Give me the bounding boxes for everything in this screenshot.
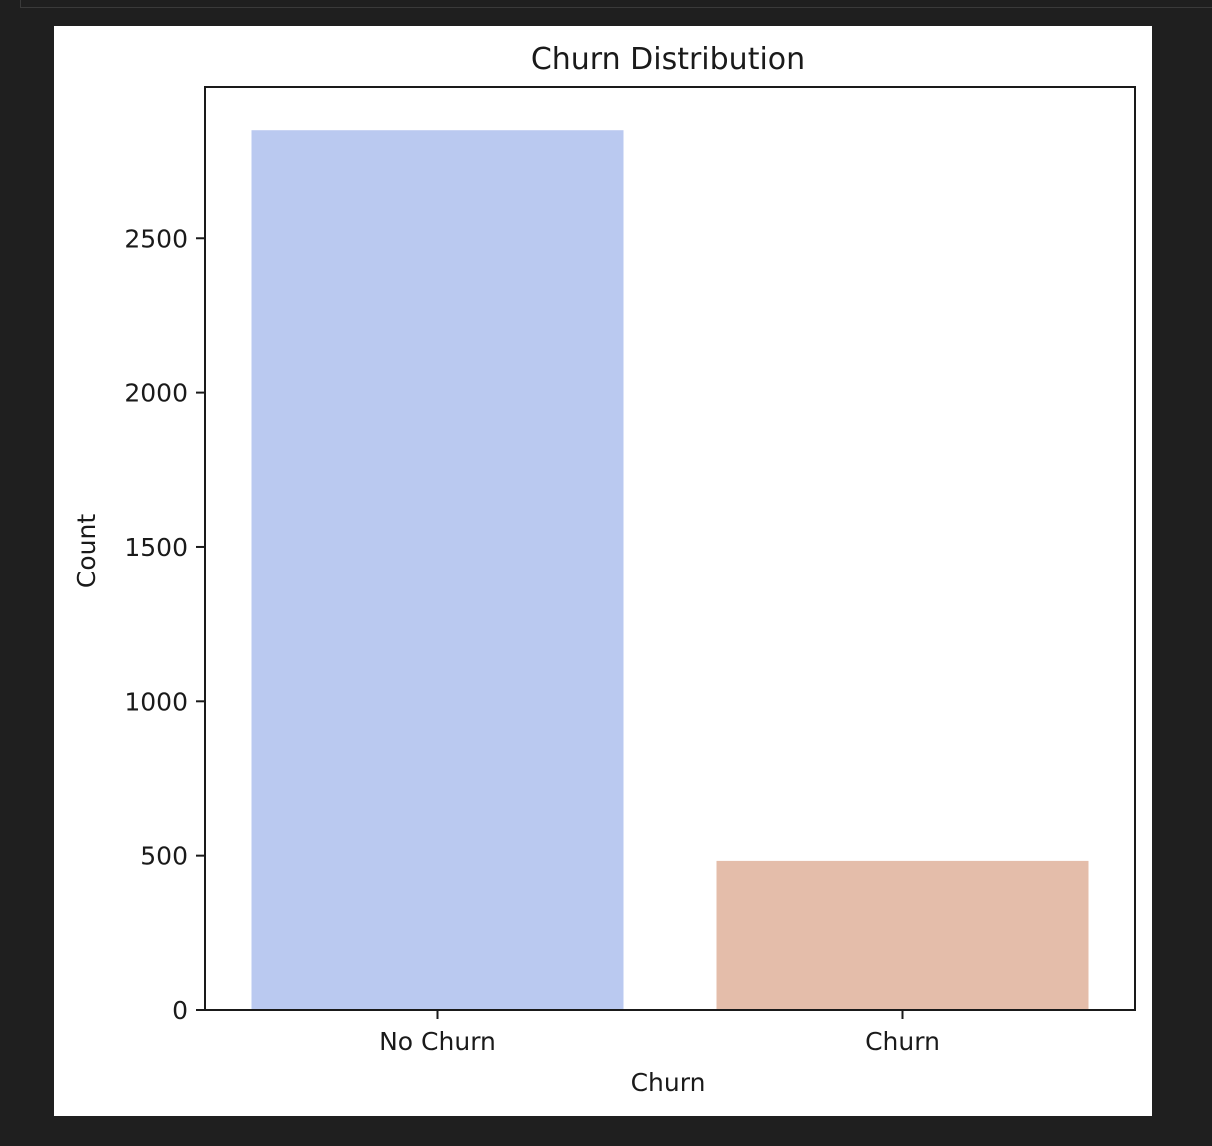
y-axis: 0 500 1000 1500 2000 2500 [124, 224, 205, 1025]
y-tick-label: 1500 [124, 533, 188, 562]
chart-svg: Churn Distribution 05001000150020002500 … [72, 42, 1136, 1097]
bars-group [251, 130, 1089, 1010]
y-tick-label: 1000 [124, 687, 188, 716]
chart-title: Churn Distribution [531, 42, 805, 77]
x-tick-label: Churn [865, 1027, 940, 1056]
chart-figure: Churn Distribution 0 500 1000 1500 2000 2500 … [54, 26, 1152, 1116]
y-tick-label: 2000 [124, 379, 188, 408]
y-tick-label: 500 [140, 842, 188, 871]
x-tick-label: No Churn [379, 1027, 496, 1056]
plot-frame [204, 86, 1136, 1011]
bar-no-churn [251, 130, 624, 1010]
y-axis-label: Count [72, 514, 101, 588]
y-tick-label: 0 [172, 996, 188, 1025]
cell-top-border [20, 0, 1212, 8]
y-tick-label: 2500 [124, 224, 188, 253]
x-axis-label: Churn [631, 1068, 706, 1097]
bar-churn [716, 860, 1089, 1010]
x-axis: No Churn Churn [379, 1010, 940, 1056]
